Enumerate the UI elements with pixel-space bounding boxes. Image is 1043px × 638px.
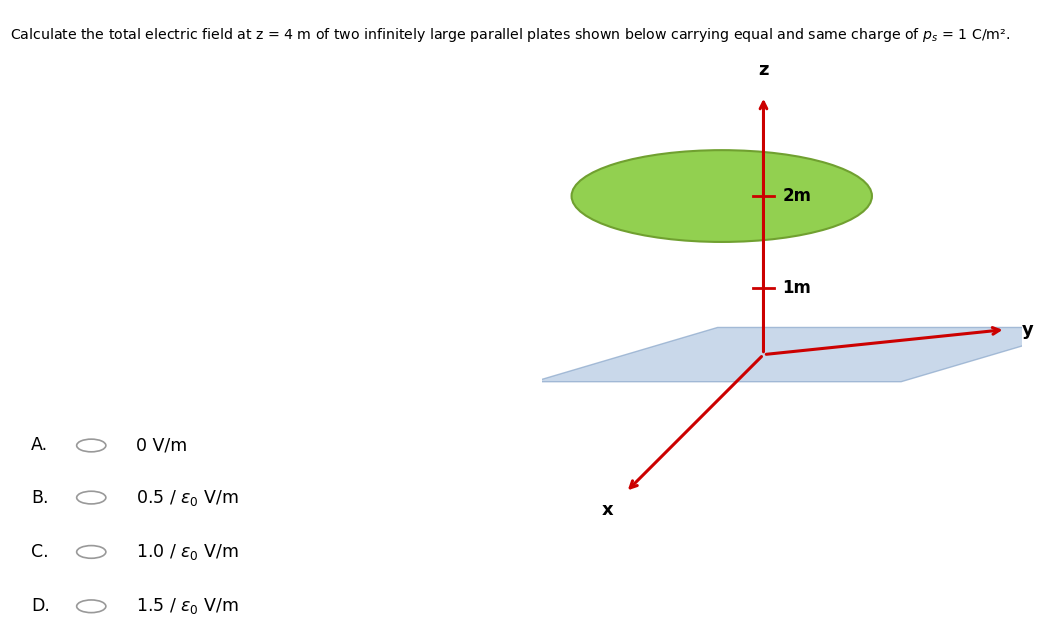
Circle shape [76, 491, 106, 504]
Text: 1.5 / $\varepsilon_0$ V/m: 1.5 / $\varepsilon_0$ V/m [136, 597, 239, 616]
Text: x: x [602, 501, 613, 519]
Text: 0.5 / $\varepsilon_0$ V/m: 0.5 / $\varepsilon_0$ V/m [136, 487, 239, 508]
Text: Calculate the total electric field at z = 4 m of two infinitely large parallel p: Calculate the total electric field at z … [10, 26, 1011, 44]
Text: C.: C. [31, 543, 49, 561]
Text: 0 V/m: 0 V/m [136, 436, 187, 454]
Text: B.: B. [31, 489, 49, 507]
Circle shape [76, 439, 106, 452]
Text: 2m: 2m [782, 187, 811, 205]
Ellipse shape [572, 150, 872, 242]
Text: z: z [758, 61, 769, 79]
Polygon shape [534, 327, 1043, 382]
Text: A.: A. [31, 436, 48, 454]
Text: D.: D. [31, 597, 50, 615]
Text: 1.0 / $\varepsilon_0$ V/m: 1.0 / $\varepsilon_0$ V/m [136, 542, 239, 562]
Text: y: y [1022, 320, 1034, 339]
Circle shape [76, 545, 106, 558]
Circle shape [76, 600, 106, 612]
Text: 1m: 1m [782, 279, 811, 297]
